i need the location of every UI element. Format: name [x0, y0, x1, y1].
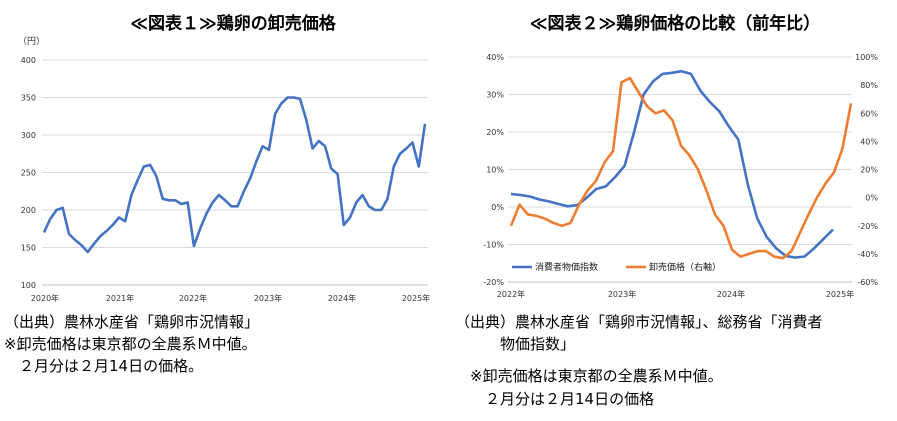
legend-label-wholesale: 卸売価格（右軸）	[649, 261, 721, 273]
chart2-series-wholesale	[509, 76, 853, 260]
chart1-y-tick-label: 300	[21, 131, 36, 140]
chart1-source-note: （出典）農林水産省「鶏卵市況情報」	[4, 313, 260, 331]
chart2-source-note: （出典）農林水産省「鶏卵市況情報」、総務省「消費者	[455, 313, 823, 331]
chart2-left-tick-label: 0%	[491, 203, 504, 212]
chart1-y-tick-label: 200	[21, 206, 36, 215]
chart2-right-tick-label: 80%	[860, 81, 878, 90]
chart2-right-tick-label: -60%	[857, 278, 878, 287]
chart2-right-tick-label: -20%	[857, 222, 878, 231]
chart1-y-unit: （円）	[18, 36, 45, 47]
chart2-left-tick-label: 40%	[486, 53, 504, 62]
legend-label-cpi: 消費者物価指数	[535, 261, 598, 273]
chart1-y-tick-label: 150	[21, 244, 36, 253]
chart1-series-line	[42, 96, 427, 254]
chart2-right-tick-label: 20%	[860, 166, 878, 175]
chart2-left-tick-label: 30%	[486, 91, 504, 100]
chart1-x-tick-label: 2023年	[254, 293, 282, 303]
chart1-y-tick-label: 100	[21, 281, 36, 290]
chart2-x-tick-label: 2023年	[608, 289, 636, 299]
chart1-y-tick-label: 400	[21, 56, 36, 65]
chart2-x-tick-label: 2025年	[826, 289, 854, 299]
chart2-right-tick-label: 100%	[855, 53, 878, 62]
chart2-left-tick-label: 20%	[486, 128, 504, 137]
chart2-left-tick-label: 10%	[486, 166, 504, 175]
chart2-right-tick-label: 60%	[860, 109, 878, 118]
chart2-right-tick-label: -40%	[857, 250, 878, 259]
chart-wholesale-price: ≪図表１≫鶏卵の卸売価格 （円） 100 150 200 250 300 350 400 2…	[18, 13, 430, 303]
chart1-y-tick-label: 250	[21, 169, 36, 178]
chart1-title: ≪図表１≫鶏卵の卸売価格	[130, 13, 337, 34]
chart2-feb-note: ２月分は２月14日の価格	[455, 390, 655, 408]
chart1-x-tick-label: 2020年	[31, 293, 59, 303]
chart1-price-note: ※卸売価格は東京都の全農系Ｍ中値。	[4, 335, 257, 353]
chart2-legend: 消費者物価指数 卸売価格（右軸）	[512, 261, 721, 273]
chart1-x-tick-label: 2022年	[179, 293, 207, 303]
chart2-right-tick-label: 40%	[860, 137, 878, 146]
chart-yoy-comparison: ≪図表２≫鶏卵価格の比較（前年比） -20% -10% 0% 10% 20% 30% 40%…	[483, 13, 878, 299]
chart1-y-tick-label: 350	[21, 94, 36, 103]
chart2-left-tick-label: -20%	[483, 278, 504, 287]
chart2-x-tick-label: 2022年	[497, 289, 525, 299]
chart2-series-cpi	[510, 69, 834, 259]
chart1-x-tick-label: 2024年	[328, 293, 356, 303]
chart1-feb-note: ２月分は２月14日の価格。	[4, 357, 204, 375]
chart2-x-tick-label: 2024年	[717, 289, 745, 299]
chart1-x-tick-label: 2025年	[402, 293, 430, 303]
chart2-left-tick-label: -10%	[483, 241, 504, 250]
chart1-x-tick-label: 2021年	[106, 293, 134, 303]
chart2-price-note: ※卸売価格は東京都の全農系Ｍ中値。	[455, 367, 723, 385]
chart2-right-tick-label: 0%	[865, 194, 878, 203]
chart2-source-note-cont: 物価指数」	[455, 335, 576, 353]
chart2-title: ≪図表２≫鶏卵価格の比較（前年比）	[530, 13, 821, 34]
